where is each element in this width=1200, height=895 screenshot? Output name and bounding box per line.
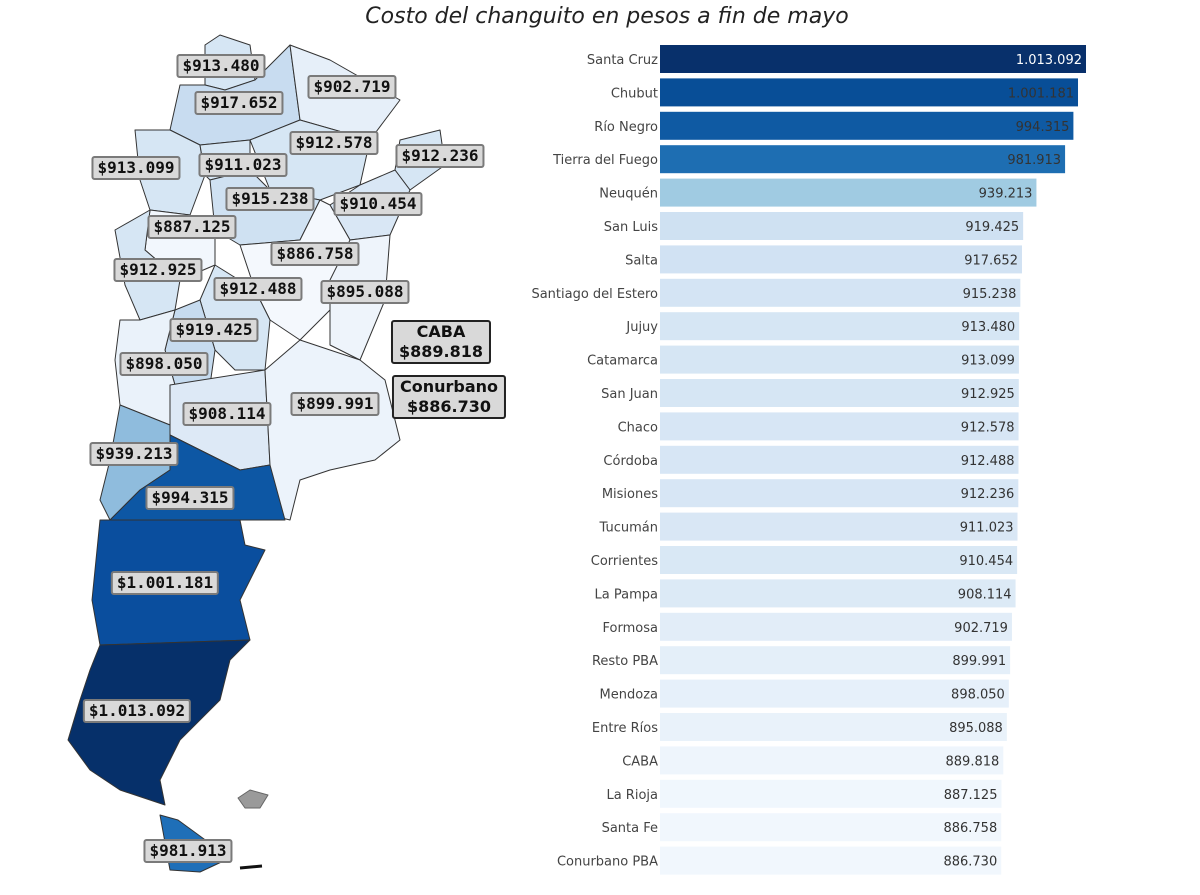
bar-16	[660, 579, 1016, 608]
bar-5	[660, 212, 1024, 240]
value-label-4: 939.213	[979, 187, 1033, 202]
category-label-4: Neuquén	[599, 187, 658, 202]
category-label-16: La Pampa	[595, 587, 658, 602]
bar-12	[660, 445, 1019, 474]
bar-1	[660, 78, 1079, 107]
value-label-23: 886.758	[943, 821, 997, 836]
bar-17	[660, 612, 1012, 641]
bar-4	[660, 178, 1037, 207]
bar-19	[660, 679, 1009, 708]
value-label-5: 919.425	[965, 220, 1019, 235]
category-label-13: Misiones	[602, 487, 658, 502]
bar-0	[660, 45, 1086, 73]
bar-15	[660, 546, 1018, 574]
category-label-9: Catamarca	[587, 354, 658, 369]
bar-10	[660, 379, 1019, 407]
chart-title: Costo del changuito en pesos a fin de ma…	[365, 4, 849, 29]
value-label-21: 889.818	[946, 754, 1000, 769]
category-label-24: Conurbano PBA	[557, 855, 658, 870]
value-label-16: 908.114	[958, 587, 1012, 602]
value-label-24: 886.730	[943, 855, 997, 870]
category-label-1: Chubut	[611, 86, 658, 101]
value-label-7: 915.238	[963, 287, 1017, 302]
category-label-7: Santiago del Estero	[531, 287, 658, 302]
bar-18	[660, 646, 1011, 675]
category-label-15: Corrientes	[591, 554, 658, 569]
category-label-22: La Rioja	[606, 788, 658, 803]
bar-8	[660, 312, 1020, 341]
bar-2	[660, 111, 1074, 140]
value-label-8: 913.480	[961, 320, 1015, 335]
value-label-12: 912.488	[961, 454, 1015, 469]
category-label-19: Mendoza	[600, 688, 658, 703]
category-label-21: CABA	[622, 754, 658, 769]
category-label-18: Resto PBA	[592, 654, 658, 669]
category-label-23: Santa Fe	[602, 821, 658, 836]
category-label-14: Tucumán	[599, 521, 658, 536]
category-label-20: Entre Ríos	[592, 721, 658, 736]
value-label-19: 898.050	[951, 688, 1005, 703]
category-label-10: San Juan	[601, 387, 658, 402]
value-label-15: 910.454	[959, 554, 1013, 569]
value-label-10: 912.925	[961, 387, 1015, 402]
bar-22	[660, 779, 1002, 808]
category-label-11: Chaco	[618, 420, 658, 435]
value-label-20: 895.088	[949, 721, 1003, 736]
bar-14	[660, 512, 1018, 541]
category-label-3: Tierra del Fuego	[552, 153, 658, 168]
bar-11	[660, 412, 1019, 441]
category-label-2: Río Negro	[594, 120, 658, 135]
bar-21	[660, 746, 1004, 775]
bar-24	[660, 846, 1002, 875]
category-label-0: Santa Cruz	[587, 53, 658, 68]
value-label-13: 912.236	[961, 487, 1015, 502]
category-label-12: Córdoba	[603, 454, 658, 469]
bar-6	[660, 245, 1022, 274]
value-label-22: 887.125	[944, 788, 998, 803]
value-label-9: 913.099	[961, 354, 1015, 369]
category-label-5: San Luis	[604, 220, 658, 235]
bar-23	[660, 813, 1002, 842]
bar-9	[660, 345, 1019, 374]
malvinas-islands	[237, 789, 269, 809]
tierra-del-fuego-dash	[239, 864, 263, 870]
value-label-2: 994.315	[1016, 120, 1070, 135]
value-label-0: 1.013.092	[1016, 53, 1082, 68]
value-label-14: 911.023	[960, 521, 1014, 536]
value-label-6: 917.652	[964, 253, 1018, 268]
value-label-17: 902.719	[954, 621, 1008, 636]
bar-20	[660, 713, 1007, 741]
bar-13	[660, 479, 1019, 508]
value-label-3: 981.913	[1007, 153, 1061, 168]
value-label-18: 899.991	[952, 654, 1006, 669]
bar-3	[660, 145, 1066, 174]
bar-7	[660, 278, 1021, 307]
value-label-1: 1.001.181	[1008, 86, 1074, 101]
category-label-17: Formosa	[603, 621, 658, 636]
category-label-8: Jujuy	[625, 320, 658, 335]
category-label-6: Salta	[625, 253, 658, 268]
value-label-11: 912.578	[961, 420, 1015, 435]
